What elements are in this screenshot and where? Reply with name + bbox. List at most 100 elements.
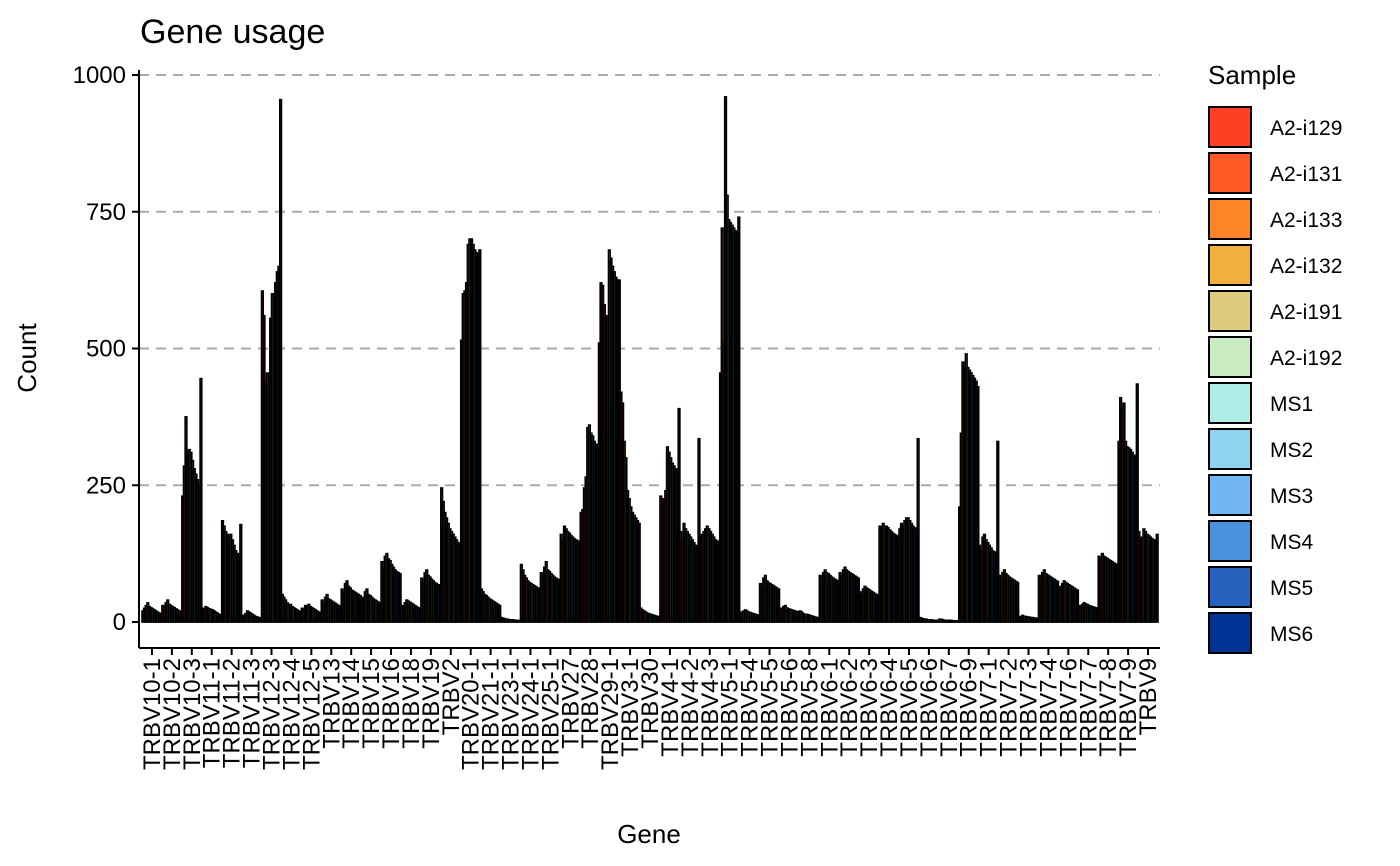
y-tick-label: 0	[113, 609, 126, 636]
x-tick-label: TRBV29-1	[597, 658, 624, 770]
x-tick-label: TRBV7-1	[976, 658, 1003, 757]
legend-label: A2-i132	[1270, 255, 1342, 278]
x-tick-label: TRBV5-8	[796, 658, 823, 757]
legend-swatch	[1208, 520, 1252, 562]
x-tick-label: TRBV12-4	[278, 658, 305, 770]
x-tick-label: TRBV13	[318, 658, 345, 749]
legend-label: MS5	[1270, 577, 1313, 600]
x-tick-label: TRBV27	[557, 658, 584, 749]
x-tick-label: TRBV3-1	[617, 658, 644, 757]
bar	[498, 604, 502, 623]
x-tick-label: TRBV4-1	[657, 658, 684, 757]
x-tick-label: TRBV25-1	[537, 658, 564, 770]
x-tick-label: TRBV24-1	[517, 658, 544, 770]
legend-label: MS4	[1270, 531, 1314, 554]
x-tick-label: TRBV15	[358, 658, 385, 749]
y-gridlines	[139, 74, 1160, 487]
y-tick-label: 750	[86, 199, 126, 226]
x-tick-label: TRBV7-7	[1075, 658, 1102, 757]
x-tick-label: TRBV2	[438, 658, 465, 735]
x-tick-label: TRBV21-1	[478, 658, 505, 770]
x-tick-label: TRBV16	[378, 658, 405, 749]
x-tick-label: TRBV7-8	[1095, 658, 1122, 757]
x-tick-label: TRBV6-1	[816, 658, 843, 757]
x-tick-label: TRBV11-3	[239, 658, 266, 768]
x-tick-label: TRBV5-4	[737, 658, 764, 757]
y-tick-label: 1000	[73, 62, 126, 89]
legend-label: MS3	[1270, 485, 1313, 508]
bar	[697, 437, 701, 623]
x-tick-label: TRBV28	[577, 658, 604, 749]
x-tick-label: TRBV5-5	[757, 658, 784, 757]
legend-swatch	[1208, 382, 1252, 424]
bar	[996, 440, 1000, 623]
x-tick-label: TRBV20-1	[458, 658, 485, 770]
x-tick-label: TRBV6-2	[836, 658, 863, 757]
x-tick-label: TRBV19	[418, 658, 445, 749]
x-tick-label: TRBV11-1	[199, 658, 226, 768]
legend-swatch	[1208, 290, 1252, 332]
bar	[239, 523, 243, 623]
legend-title: Sample	[1208, 60, 1296, 90]
bars-layer	[141, 96, 1159, 623]
bar	[677, 407, 681, 623]
legend-swatch	[1208, 336, 1252, 378]
x-tick-label: TRBV10-3	[179, 658, 206, 770]
x-tick-label: TRBV18	[398, 658, 425, 749]
legend-label: MS6	[1270, 623, 1313, 646]
y-axis-title: Count	[12, 323, 42, 393]
x-tick-label: TRBV9	[1135, 658, 1162, 735]
bar	[199, 377, 203, 623]
x-tick-label: TRBV7-6	[1055, 658, 1082, 757]
x-tick-label: TRBV4-2	[677, 658, 704, 757]
bar	[278, 98, 283, 623]
legend-swatch	[1208, 474, 1252, 516]
x-tick-label: TRBV10-1	[139, 658, 166, 770]
legend-label: A2-i191	[1270, 301, 1342, 324]
bar	[637, 522, 641, 623]
legend-label: MS1	[1270, 393, 1313, 416]
legend-swatch	[1208, 428, 1252, 470]
bar	[976, 385, 980, 623]
bar	[1016, 581, 1020, 623]
legend-label: A2-i133	[1270, 209, 1342, 232]
bar	[737, 216, 741, 623]
x-tick-label: TRBV6-5	[896, 658, 923, 757]
x-tick-label: TRBV12-5	[298, 658, 325, 770]
x-tick-label: TRBV7-9	[1115, 658, 1142, 757]
x-tick-label: TRBV6-4	[876, 658, 903, 757]
x-tick-label: TRBV11-2	[219, 658, 246, 768]
x-tick-label: TRBV10-2	[159, 658, 186, 770]
y-tick-label: 500	[86, 336, 126, 363]
x-tick-label: TRBV5-1	[717, 658, 744, 757]
x-tick-label: TRBV6-3	[856, 658, 883, 757]
x-tick-label: TRBV6-9	[956, 658, 983, 757]
chart-title: Gene usage	[140, 13, 325, 51]
x-tick-label: TRBV5-6	[776, 658, 803, 757]
legend-label: A2-i129	[1270, 117, 1342, 140]
bar	[777, 588, 781, 623]
x-tick-label: TRBV7-3	[1016, 658, 1043, 757]
x-axis-title: Gene	[617, 819, 681, 849]
bar	[916, 437, 920, 623]
x-tick-label: TRBV6-6	[916, 658, 943, 757]
bar	[398, 573, 402, 623]
x-tick-label: TRBV14	[338, 658, 365, 749]
legend-swatch	[1208, 612, 1252, 654]
legend-label: MS2	[1270, 439, 1313, 462]
x-ticks: TRBV10-1TRBV10-2TRBV10-3TRBV11-1TRBV11-2…	[139, 648, 1162, 770]
x-tick-label: TRBV4-3	[697, 658, 724, 757]
legend-swatch	[1208, 244, 1252, 286]
legend-swatch	[1208, 198, 1252, 240]
legend-label: A2-i192	[1270, 347, 1342, 370]
legend: Sample A2-i129 A2-i131 A2-i133 A2-i132 A2-i1…	[1208, 60, 1342, 654]
x-tick-label: TRBV6-7	[936, 658, 963, 757]
y-ticks: 0 250 500 750 1000	[73, 62, 139, 636]
bar	[478, 249, 482, 623]
legend-label: A2-i131	[1270, 163, 1342, 186]
x-tick-label: TRBV30	[637, 658, 664, 749]
x-tick-label: TRBV7-4	[1035, 658, 1062, 757]
bar	[1135, 383, 1139, 623]
legend-swatch	[1208, 566, 1252, 608]
